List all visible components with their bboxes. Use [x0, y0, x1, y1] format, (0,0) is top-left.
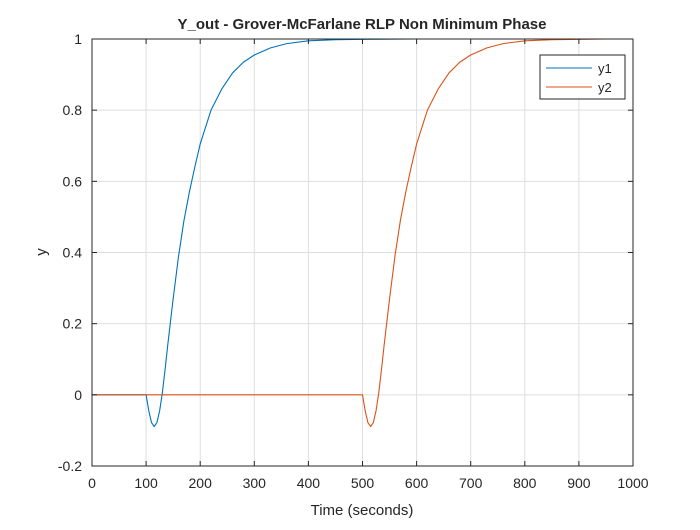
x-axis-title: Time (seconds) [311, 502, 414, 519]
legend-label-y1: y1 [598, 61, 612, 76]
y-tick-label: 1 [74, 31, 82, 47]
y-tick-label: 0 [74, 387, 82, 403]
y-tick-label: 0.2 [63, 316, 83, 332]
ticks-layer: 0 100 200 300 400 500 600 700 800 900 1000 -0.2 0 0.2… [58, 31, 649, 491]
x-tick-label: 900 [567, 475, 591, 491]
x-tick-label: 600 [405, 475, 429, 491]
y-tick-label: -0.2 [58, 458, 82, 474]
x-tick-label: 700 [459, 475, 483, 491]
y-tick-label: 0.6 [63, 173, 83, 189]
x-tick-label: 500 [351, 475, 375, 491]
x-tick-label: 300 [243, 475, 267, 491]
x-tick-label: 0 [88, 475, 96, 491]
x-tick-label: 200 [189, 475, 213, 491]
x-tick-label: 100 [134, 475, 158, 491]
legend-label-y2: y2 [598, 80, 612, 95]
chart-title: Y_out - Grover-McFarlane RLP Non Minimum… [178, 16, 547, 33]
y-tick-label: 0.4 [63, 245, 83, 261]
series-line-y2 [92, 38, 633, 428]
y-tick-label: 0.8 [63, 102, 83, 118]
grid-layer [92, 39, 633, 466]
y-axis-title: y [33, 248, 50, 256]
x-tick-label: 400 [297, 475, 321, 491]
x-tick-label: 1000 [617, 475, 648, 491]
x-tick-label: 800 [513, 475, 537, 491]
legend-box [539, 54, 626, 100]
